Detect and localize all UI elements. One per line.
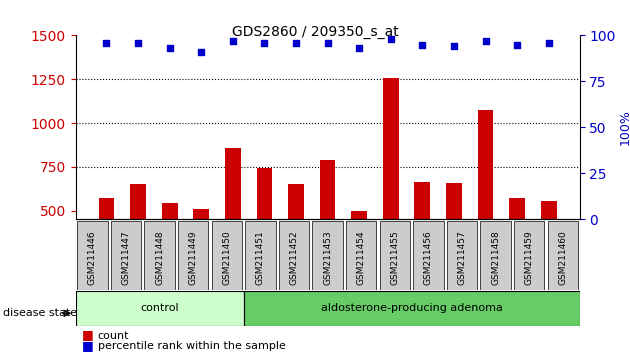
- FancyBboxPatch shape: [279, 221, 309, 290]
- FancyBboxPatch shape: [312, 221, 343, 290]
- FancyBboxPatch shape: [346, 221, 376, 290]
- Bar: [288, 184, 304, 298]
- Text: GSM211452: GSM211452: [290, 230, 299, 285]
- Point: [417, 42, 427, 47]
- Text: GSM211458: GSM211458: [491, 230, 500, 285]
- FancyBboxPatch shape: [481, 221, 511, 290]
- Point: [354, 45, 364, 51]
- Text: GSM211451: GSM211451: [256, 230, 265, 285]
- Bar: [509, 199, 525, 298]
- Bar: [130, 184, 146, 298]
- FancyBboxPatch shape: [212, 221, 242, 290]
- Bar: [415, 182, 430, 298]
- FancyBboxPatch shape: [514, 221, 544, 290]
- Bar: [162, 203, 178, 298]
- Bar: [446, 183, 462, 298]
- FancyBboxPatch shape: [111, 221, 141, 290]
- Text: GSM211456: GSM211456: [424, 230, 433, 285]
- Text: control: control: [140, 303, 179, 313]
- FancyBboxPatch shape: [77, 221, 108, 290]
- Bar: [352, 211, 367, 298]
- Text: GSM211460: GSM211460: [558, 230, 567, 285]
- Text: GSM211459: GSM211459: [525, 230, 534, 285]
- FancyBboxPatch shape: [144, 221, 175, 290]
- FancyBboxPatch shape: [178, 221, 209, 290]
- Text: count: count: [98, 331, 129, 341]
- Text: GSM211454: GSM211454: [357, 230, 365, 285]
- FancyBboxPatch shape: [244, 291, 580, 326]
- FancyBboxPatch shape: [447, 221, 477, 290]
- Bar: [319, 160, 336, 298]
- Text: GSM211450: GSM211450: [222, 230, 231, 285]
- Point: [260, 40, 270, 46]
- Point: [512, 42, 522, 47]
- Point: [164, 45, 175, 51]
- Bar: [478, 110, 493, 298]
- Bar: [193, 209, 209, 298]
- Text: GSM211447: GSM211447: [122, 230, 130, 285]
- Point: [544, 40, 554, 46]
- Text: GSM211453: GSM211453: [323, 230, 332, 285]
- Point: [291, 40, 301, 46]
- FancyBboxPatch shape: [245, 221, 275, 290]
- Point: [133, 40, 143, 46]
- FancyBboxPatch shape: [413, 221, 444, 290]
- Point: [323, 40, 333, 46]
- Text: ■: ■: [82, 339, 94, 352]
- Text: GSM211446: GSM211446: [88, 230, 97, 285]
- Point: [481, 38, 491, 44]
- Text: ■: ■: [82, 328, 94, 341]
- Point: [386, 36, 396, 42]
- Y-axis label: 100%: 100%: [619, 109, 630, 145]
- Bar: [98, 198, 114, 298]
- Text: GSM211457: GSM211457: [457, 230, 466, 285]
- Point: [228, 38, 238, 44]
- Text: GSM211449: GSM211449: [189, 230, 198, 285]
- Text: GSM211455: GSM211455: [391, 230, 399, 285]
- Point: [101, 40, 112, 46]
- FancyBboxPatch shape: [547, 221, 578, 290]
- Text: GSM211448: GSM211448: [155, 230, 164, 285]
- Text: percentile rank within the sample: percentile rank within the sample: [98, 341, 285, 351]
- Text: disease state: disease state: [3, 308, 77, 318]
- FancyBboxPatch shape: [380, 221, 410, 290]
- Bar: [256, 168, 272, 298]
- Text: aldosterone-producing adenoma: aldosterone-producing adenoma: [321, 303, 503, 313]
- Text: GDS2860 / 209350_s_at: GDS2860 / 209350_s_at: [232, 25, 398, 39]
- Point: [449, 44, 459, 49]
- Bar: [541, 201, 557, 298]
- Bar: [225, 148, 241, 298]
- Bar: [383, 78, 399, 298]
- FancyBboxPatch shape: [76, 291, 244, 326]
- Point: [196, 49, 206, 55]
